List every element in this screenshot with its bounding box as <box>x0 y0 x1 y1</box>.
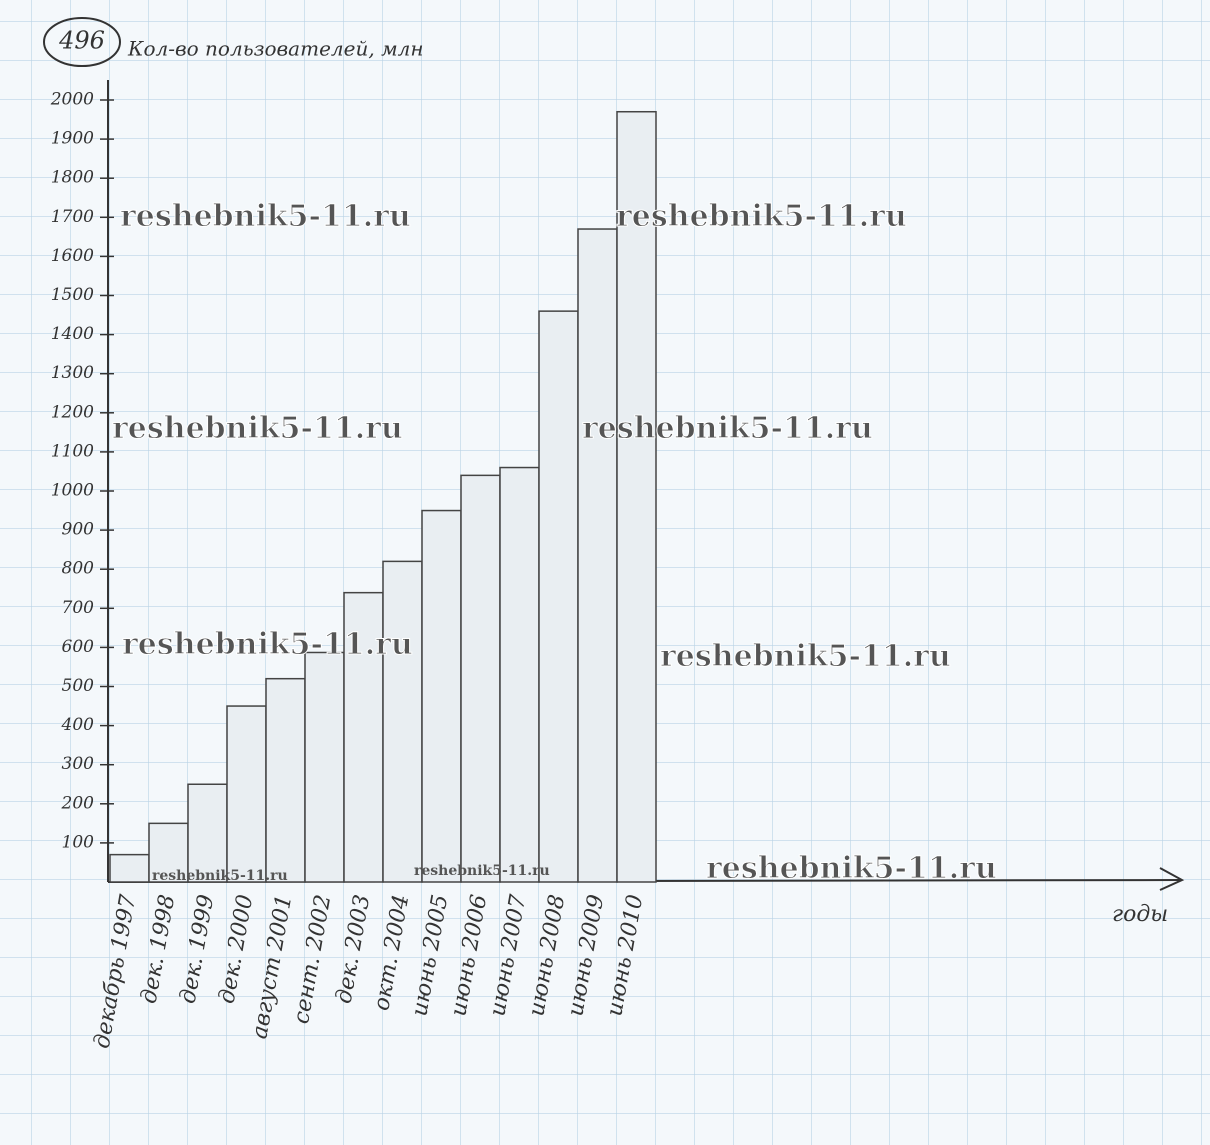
y-tick-label: 1600 <box>51 246 94 266</box>
bar <box>499 466 540 883</box>
y-tick-label: 1700 <box>51 207 94 227</box>
y-axis-label: Кол-во пользователей, млн <box>127 37 424 61</box>
watermark: reshebnik5-11.ru <box>660 639 951 674</box>
problem-number: 496 <box>58 27 105 55</box>
y-tick-label: 2000 <box>50 90 94 110</box>
bar <box>109 853 150 883</box>
y-tick-label: 800 <box>62 559 95 579</box>
watermark: reshebnik5-11.ru <box>112 411 403 446</box>
watermark: reshebnik5-11.ru <box>120 199 411 234</box>
bar <box>382 560 423 883</box>
bar <box>187 783 228 883</box>
y-tick-label: 1900 <box>51 129 94 149</box>
x-axis-label: годы <box>1112 902 1168 927</box>
y-tick-label: 1000 <box>51 481 94 501</box>
bar <box>616 110 657 883</box>
bar <box>538 310 579 883</box>
bar <box>148 822 189 883</box>
y-tick-label: 900 <box>62 520 95 540</box>
y-tick-label: 400 <box>61 715 95 735</box>
y-tick-label: 1800 <box>51 168 94 188</box>
y-tick-label: 600 <box>62 637 95 657</box>
bar <box>421 509 462 883</box>
y-tick-label: 1400 <box>51 324 94 344</box>
y-tick-label: 1500 <box>51 285 94 305</box>
watermark: reshebnik5-11.ru <box>582 411 873 446</box>
bar <box>226 705 267 883</box>
y-tick-label: 1300 <box>51 363 94 383</box>
bar <box>577 228 618 883</box>
watermark: reshebnik5-11.ru <box>706 851 997 886</box>
watermark: reshebnik5-11.ru <box>616 199 907 234</box>
number-circle <box>43 17 121 67</box>
y-tick-label: 500 <box>62 676 95 696</box>
y-tick-label: 300 <box>62 754 95 774</box>
watermark: reshebnik5-11.ru <box>122 627 413 662</box>
bar <box>265 677 306 883</box>
y-tick-label: 1100 <box>51 441 94 461</box>
x-axis-arrow <box>1159 867 1185 891</box>
bar <box>460 474 501 883</box>
y-tick-label: 200 <box>61 793 95 813</box>
y-tick-label: 1200 <box>51 402 94 422</box>
bar <box>304 651 345 883</box>
watermark: reshebnik5-11.ru <box>152 868 288 884</box>
y-tick-label: 700 <box>62 598 95 618</box>
y-tick-label: 100 <box>62 832 95 852</box>
watermark: reshebnik5-11.ru <box>414 863 550 879</box>
